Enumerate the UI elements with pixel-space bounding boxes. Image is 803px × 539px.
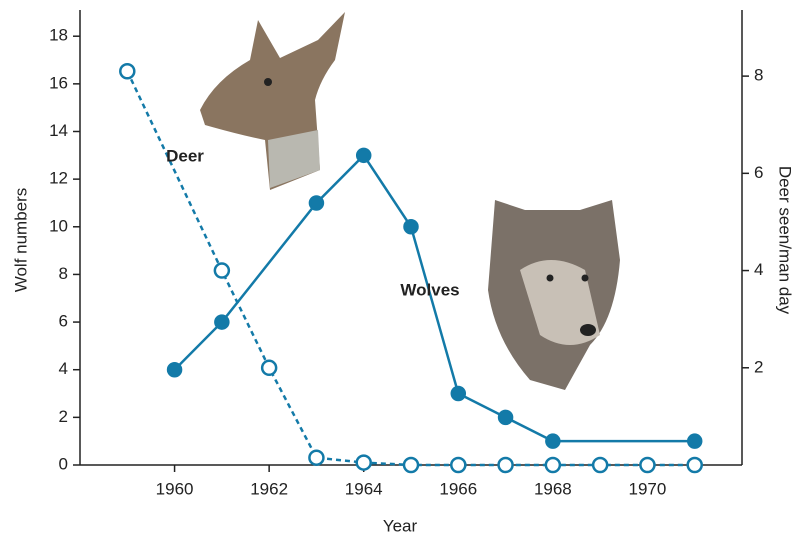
data-point: [168, 363, 181, 376]
data-point: [451, 458, 465, 472]
y2-tick-label: 4: [754, 260, 763, 279]
data-point: [120, 64, 134, 78]
data-point: [546, 458, 560, 472]
data-point: [452, 387, 465, 400]
data-point: [546, 435, 559, 448]
x-axis-label: Year: [383, 516, 418, 535]
data-point: [688, 458, 702, 472]
data-point: [215, 264, 229, 278]
y2-axis-label: Deer seen/man day: [776, 166, 795, 315]
y2-tick-label: 8: [754, 66, 763, 85]
data-point: [593, 458, 607, 472]
y-tick-label: 18: [49, 26, 68, 45]
data-point: [309, 451, 323, 465]
y2-tick-label: 6: [754, 163, 763, 182]
x-tick-label: 1962: [250, 479, 288, 498]
x-tick-label: 1964: [345, 479, 383, 498]
chart: Year Wolf numbers Deer seen/man day 1960…: [0, 0, 803, 539]
data-point: [310, 196, 323, 209]
y-tick-label: 4: [59, 359, 68, 378]
y-tick-label: 0: [59, 454, 68, 473]
data-point: [404, 458, 418, 472]
y-tick-label: 2: [59, 407, 68, 426]
y-tick-label: 16: [49, 73, 68, 92]
series-label: Deer: [166, 146, 204, 165]
deer-image: [200, 12, 345, 190]
y-tick-label: 12: [49, 169, 68, 188]
y2-tick-label: 2: [754, 357, 763, 376]
y-tick-label: 8: [59, 264, 68, 283]
data-point: [688, 435, 701, 448]
data-point: [640, 458, 654, 472]
y-tick-label: 14: [49, 121, 68, 140]
y-tick-label: 6: [59, 312, 68, 331]
x-tick-label: 1960: [156, 479, 194, 498]
y-tick-label: 10: [49, 216, 68, 235]
x-tick-label: 1968: [534, 479, 572, 498]
series-label: Wolves: [400, 280, 459, 299]
y-axis-label: Wolf numbers: [11, 188, 30, 293]
data-point: [357, 149, 370, 162]
data-point: [499, 458, 513, 472]
data-point: [357, 456, 371, 470]
wolf-image: [488, 200, 620, 390]
x-tick-label: 1970: [629, 479, 667, 498]
data-point: [215, 316, 228, 329]
data-point: [405, 220, 418, 233]
data-point: [499, 411, 512, 424]
x-tick-label: 1966: [439, 479, 477, 498]
data-point: [262, 361, 276, 375]
